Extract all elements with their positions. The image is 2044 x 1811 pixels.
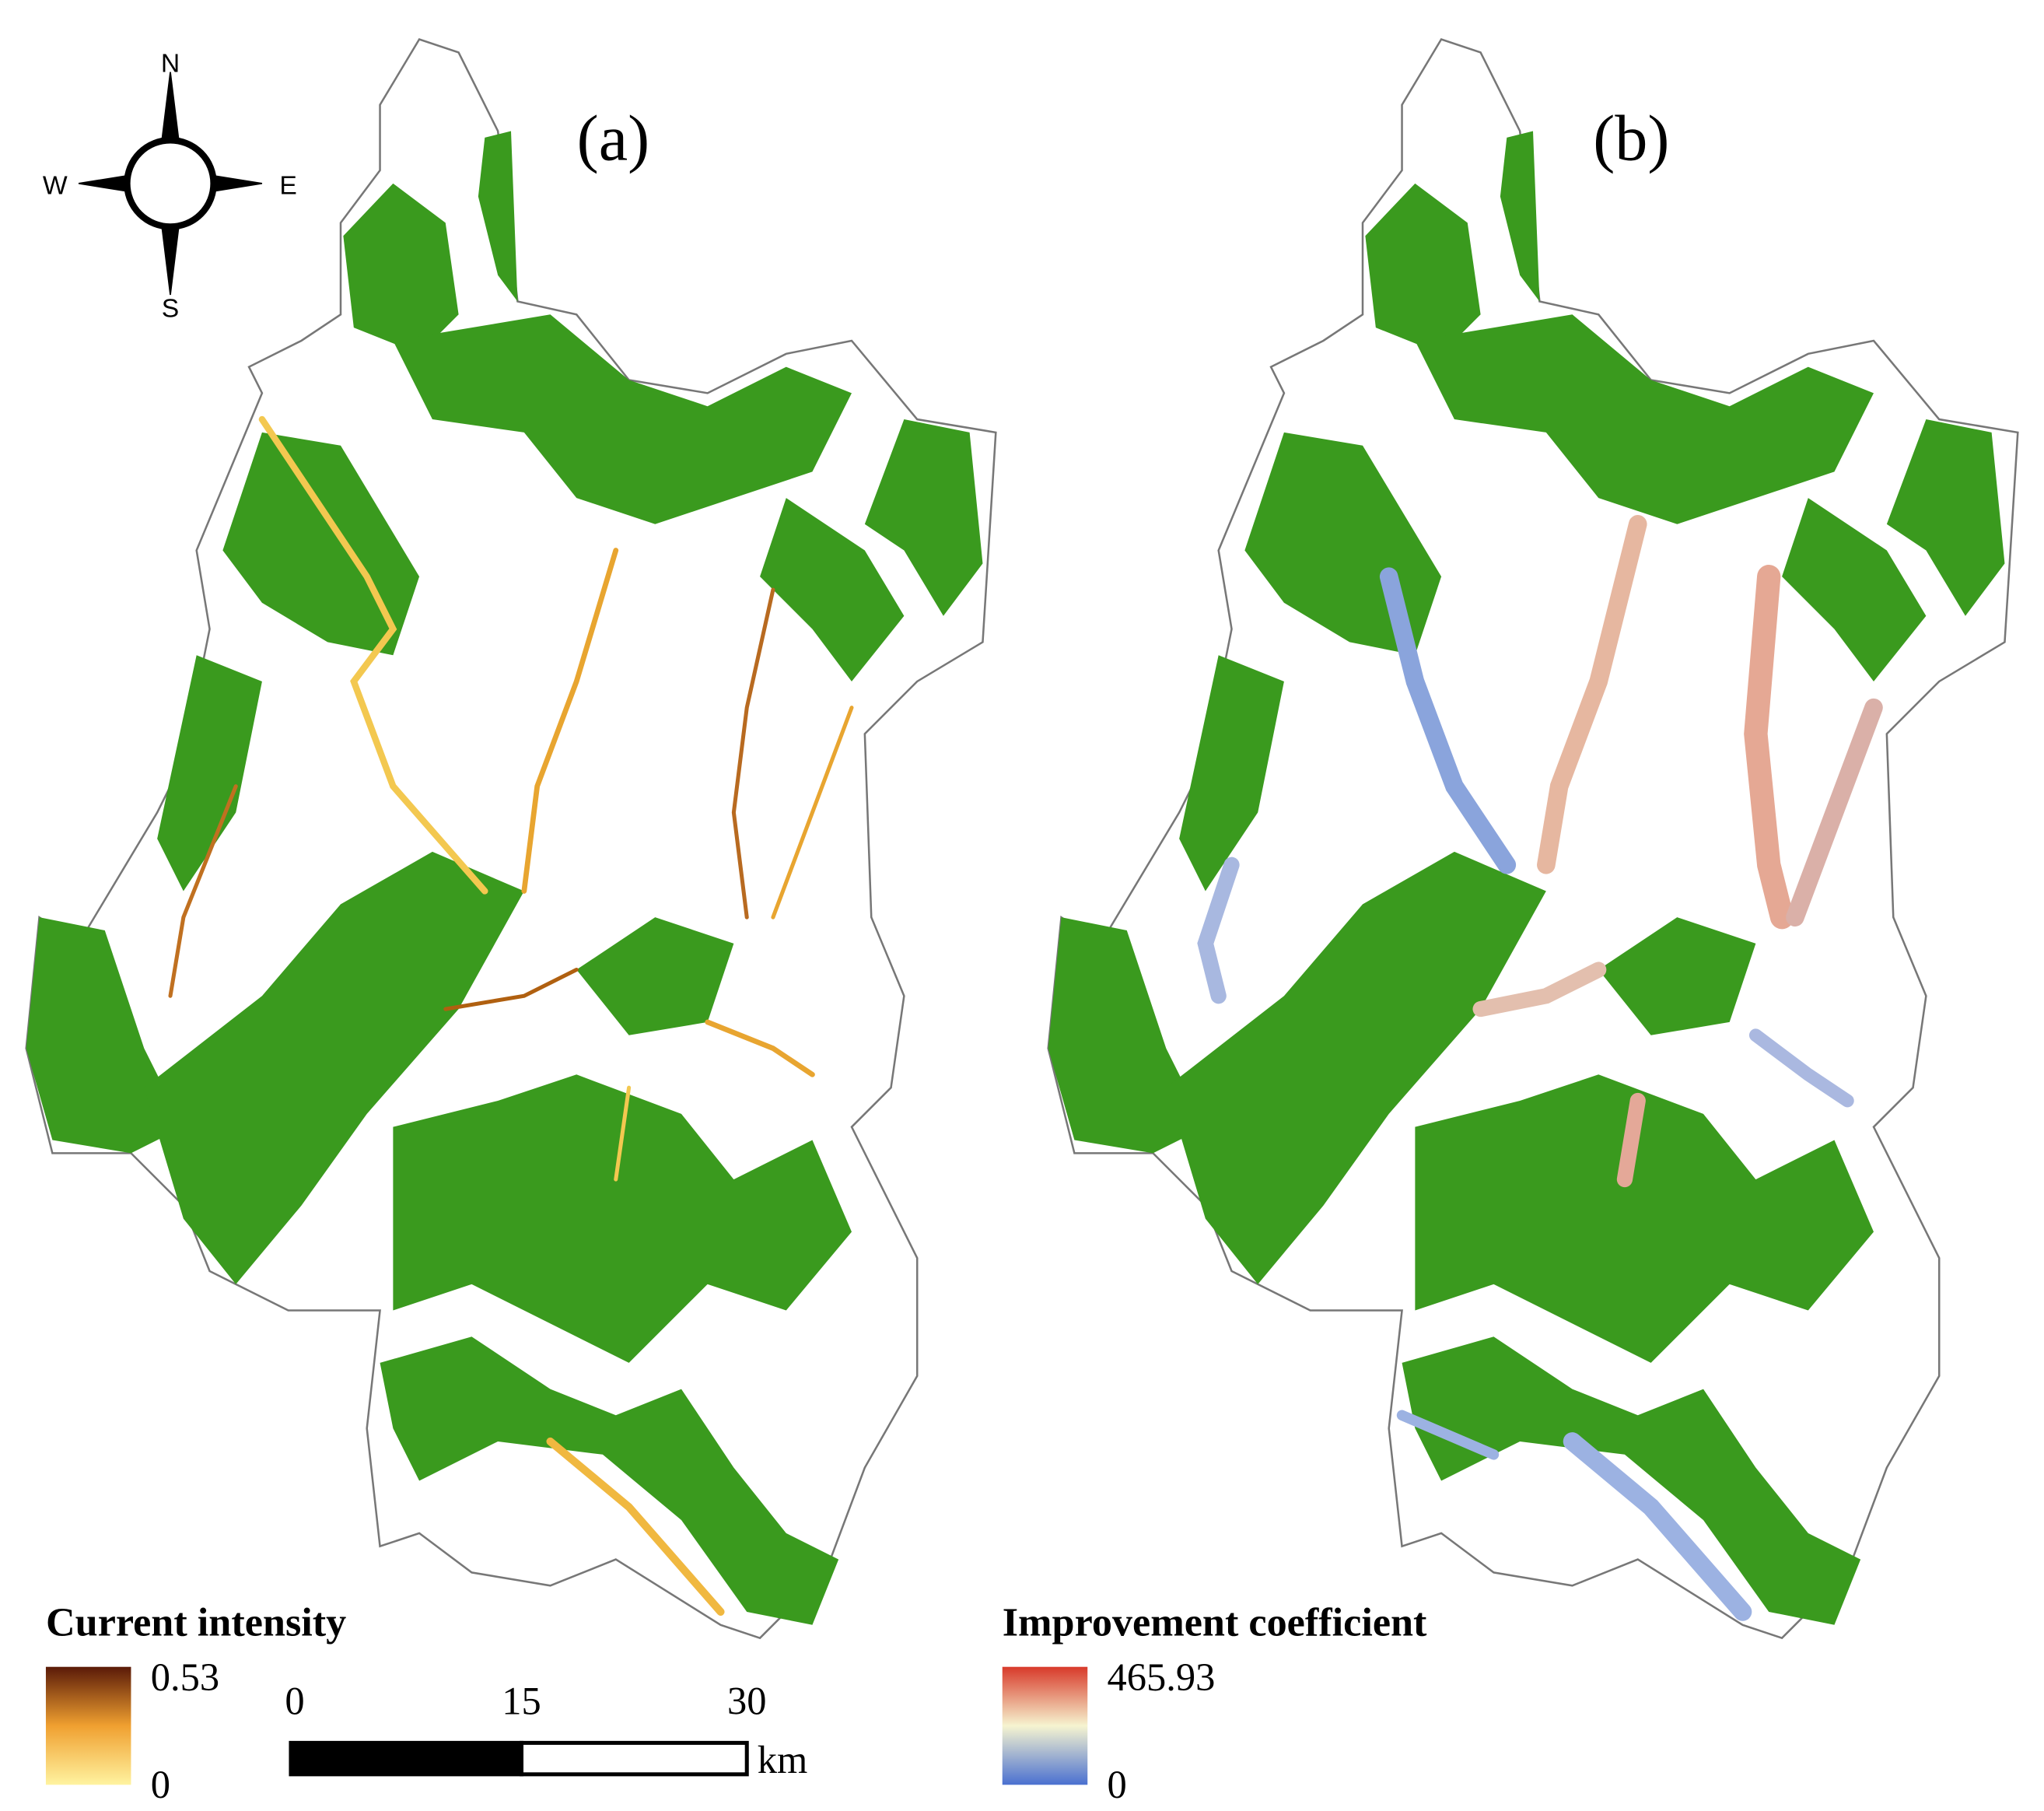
color-ramp <box>1002 1666 1088 1785</box>
legend-title: Current intensity <box>46 1599 346 1645</box>
scale-unit: km <box>758 1738 808 1781</box>
legend-max: 465.93 <box>1108 1655 1216 1699</box>
legend-title: Improvement coefficient <box>1003 1599 1427 1645</box>
corridors-b <box>1197 515 1883 1621</box>
color-ramp <box>45 1666 131 1785</box>
legend-min: 0 <box>1108 1763 1127 1806</box>
compass-w: W <box>43 171 68 200</box>
map-b <box>1047 38 2019 1639</box>
scale-tick: 30 <box>727 1679 767 1722</box>
scale-tick: 0 <box>285 1679 304 1722</box>
scale-tick: 15 <box>502 1679 541 1722</box>
legend-a: Current intensity 0.53 0 <box>45 1599 346 1806</box>
compass: N S W E <box>43 50 297 324</box>
legend-min: 0 <box>151 1763 170 1806</box>
legend-b: Improvement coefficient 465.93 0 <box>1002 1599 1427 1806</box>
corridors-a <box>168 415 854 1617</box>
legend-max: 0.53 <box>151 1655 219 1699</box>
compass-n: N <box>161 50 180 79</box>
panel-label: (b) <box>1593 103 1669 175</box>
scale-bar: 0 15 30 km <box>285 1679 807 1781</box>
compass-e: E <box>279 171 296 200</box>
map-a <box>25 38 997 1639</box>
compass-s: S <box>162 295 179 324</box>
panel-label: (a) <box>577 103 649 175</box>
